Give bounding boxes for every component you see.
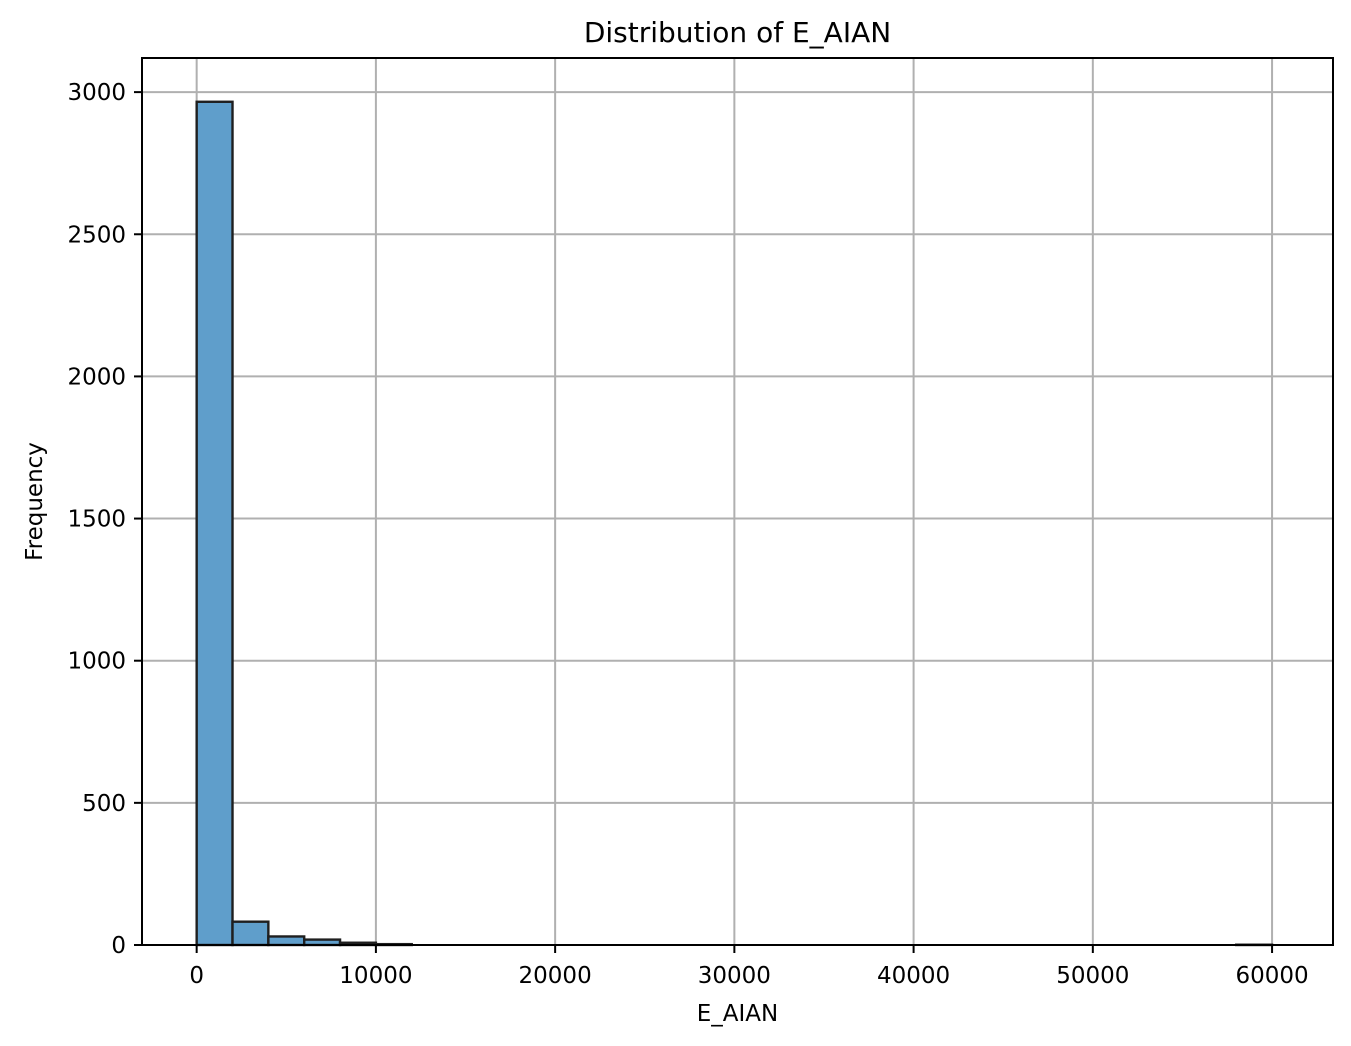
histogram-bar xyxy=(267,935,306,947)
x-tick-label: 30000 xyxy=(698,963,771,989)
histogram-bar xyxy=(195,100,234,947)
y-tick-label: 2000 xyxy=(67,364,126,390)
plot-area-frame xyxy=(141,57,1334,946)
histogram-bar xyxy=(231,920,270,947)
y-tick-label: 3000 xyxy=(67,80,126,106)
x-axis-label: E_AIAN xyxy=(697,1001,779,1027)
y-tick-label: 1500 xyxy=(67,507,126,533)
histogram-bars xyxy=(195,100,1274,947)
x-tick-label: 50000 xyxy=(1056,963,1129,989)
x-tick-label: 20000 xyxy=(519,963,592,989)
x-tick-label: 60000 xyxy=(1235,963,1308,989)
x-tick-label: 0 xyxy=(189,963,204,989)
chart-title: Distribution of E_AIAN xyxy=(584,16,891,49)
x-tick-label: 10000 xyxy=(339,963,412,989)
y-tick-label: 2500 xyxy=(67,222,126,248)
y-tick-label: 0 xyxy=(111,933,126,959)
axis-ticks: 0 10000 20000 30000 40000 50000 60000 0 500 1000 1… xyxy=(67,80,1308,989)
x-tick-label: 40000 xyxy=(877,963,950,989)
y-axis-label: Frequency xyxy=(22,442,48,561)
y-tick-label: 500 xyxy=(82,791,126,817)
y-tick-label: 1000 xyxy=(67,649,126,675)
